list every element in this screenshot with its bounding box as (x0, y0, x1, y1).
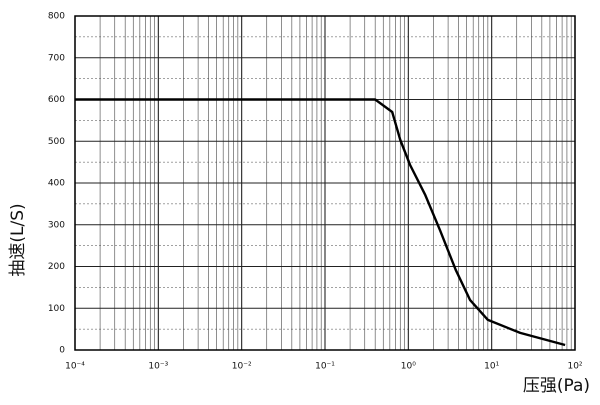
y-axis-label: 抽速(L/S) (8, 203, 28, 276)
y-tick-label: 300 (48, 220, 65, 230)
x-tick-label: 10¹ (484, 362, 499, 372)
y-tick-label: 400 (48, 179, 65, 189)
plot-frame (74, 15, 576, 351)
line (75, 98, 566, 347)
y-tick-label: 0 (59, 346, 65, 356)
y-tick-label: 800 (48, 12, 65, 22)
x-axis-label: 压强(Pa) (523, 376, 590, 396)
x-tick-label: 10⁻³ (148, 362, 168, 372)
y-tick-label: 600 (48, 95, 65, 105)
x-tick-label: 10⁻⁴ (65, 362, 85, 372)
y-tick-label: 500 (48, 137, 65, 147)
x-tick-label: 10⁻¹ (315, 362, 335, 372)
x-tick-label: 10⁰ (401, 362, 416, 372)
y-tick-label: 200 (48, 262, 65, 272)
y-tick-label: 700 (48, 53, 65, 63)
y-tick-label: 100 (48, 304, 65, 314)
x-tick-label: 10² (567, 362, 582, 372)
x-tick-label: 10⁻² (232, 362, 252, 372)
